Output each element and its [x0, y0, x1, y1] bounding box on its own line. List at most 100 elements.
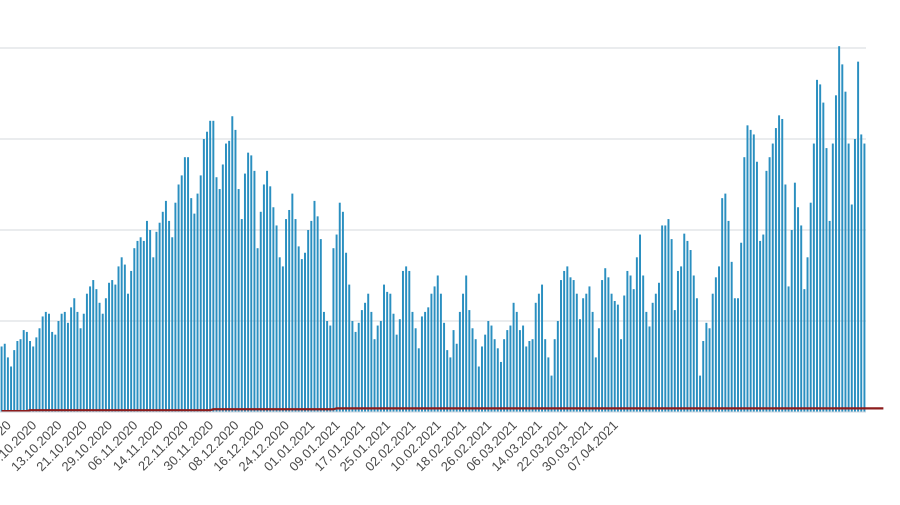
bar-19	[60, 313, 63, 412]
bar-240	[759, 240, 762, 412]
bar-214	[676, 270, 679, 412]
bar-15	[48, 313, 50, 412]
line-series-path	[1, 407, 884, 413]
bar-210	[664, 225, 667, 412]
bar-147	[465, 275, 468, 412]
bar-134	[424, 311, 427, 412]
bar-175	[553, 339, 556, 412]
bar-201	[635, 257, 638, 412]
bar-45	[142, 240, 145, 412]
bar-18	[57, 321, 60, 412]
bar-266	[841, 64, 844, 412]
bar-262	[828, 220, 831, 412]
bar-192	[607, 277, 610, 412]
bar-163	[515, 311, 518, 412]
bar-112	[354, 331, 357, 412]
bar-211	[667, 219, 670, 412]
bar-160	[506, 330, 509, 412]
bar-47	[149, 230, 152, 412]
bar-187	[591, 311, 594, 412]
bar-195	[616, 304, 619, 412]
bar-193	[610, 293, 613, 412]
bar-253	[800, 225, 803, 412]
bar-180	[569, 277, 572, 412]
bar-125	[395, 334, 398, 412]
bar-271	[857, 61, 860, 413]
bar-258	[816, 79, 818, 412]
bar-228	[721, 198, 724, 412]
bar-29	[92, 280, 95, 412]
bar-184	[582, 298, 585, 412]
bar-93	[294, 219, 297, 412]
bar-144	[455, 343, 458, 412]
bar-23	[73, 298, 76, 412]
bar-38	[120, 257, 123, 412]
bar-33	[104, 298, 107, 412]
bar-256	[809, 202, 812, 412]
bar-194	[613, 300, 616, 412]
bar-146	[462, 293, 465, 412]
bar-202	[639, 234, 641, 412]
bar-237	[749, 129, 752, 412]
bar-200	[632, 289, 635, 412]
bar-99	[313, 200, 316, 412]
bar-206	[651, 302, 654, 412]
bar-40	[127, 293, 129, 412]
bar-31	[98, 302, 101, 412]
bar-57	[180, 175, 183, 412]
bar-77	[243, 173, 246, 412]
bar-50	[158, 222, 161, 412]
bar-265	[838, 46, 841, 413]
bar-49	[155, 231, 158, 412]
bar-261	[825, 148, 828, 412]
bar-97	[307, 230, 310, 412]
bar-179	[566, 266, 569, 412]
bar-247	[781, 118, 784, 412]
bar-84	[266, 170, 269, 412]
bar-81	[256, 248, 259, 412]
bar-207	[654, 293, 657, 412]
bar-150	[474, 339, 477, 412]
bar-118	[373, 339, 376, 412]
bar-5	[16, 341, 19, 412]
bar-106	[335, 234, 338, 412]
bar-67	[212, 120, 215, 413]
bar-235	[743, 157, 746, 412]
bar-35	[111, 280, 114, 412]
bar-132	[417, 348, 420, 412]
bar-46	[145, 220, 148, 412]
bar-120	[379, 321, 382, 412]
bar-167	[528, 341, 531, 412]
bar-61	[193, 213, 196, 412]
bar-7	[22, 330, 25, 412]
bar-238	[752, 134, 755, 412]
bar-143	[452, 330, 455, 412]
bar-269	[850, 204, 853, 412]
bar-241	[762, 234, 765, 412]
bar-251	[793, 182, 796, 412]
bar-111	[351, 321, 354, 412]
bar-129	[408, 270, 411, 412]
bar-168	[531, 339, 534, 412]
bar-74	[234, 129, 237, 412]
bar-87	[275, 225, 278, 412]
bar-248	[784, 184, 787, 412]
bar-27	[85, 293, 88, 412]
bar-13	[41, 316, 44, 412]
bar-32	[101, 313, 104, 412]
bar-155	[490, 325, 493, 412]
bar-213	[673, 310, 676, 412]
bar-219	[692, 275, 695, 412]
bar-108	[341, 211, 344, 412]
bar-232	[733, 298, 736, 412]
bar-95	[300, 259, 303, 412]
bar-12	[38, 328, 41, 412]
bar-185	[585, 293, 588, 412]
bar-164	[518, 330, 521, 412]
bar-124	[392, 313, 395, 412]
bar-272	[860, 134, 863, 412]
bar-139	[439, 293, 442, 412]
bar-156	[493, 339, 496, 412]
bar-88	[278, 257, 281, 412]
bar-257	[812, 143, 815, 413]
